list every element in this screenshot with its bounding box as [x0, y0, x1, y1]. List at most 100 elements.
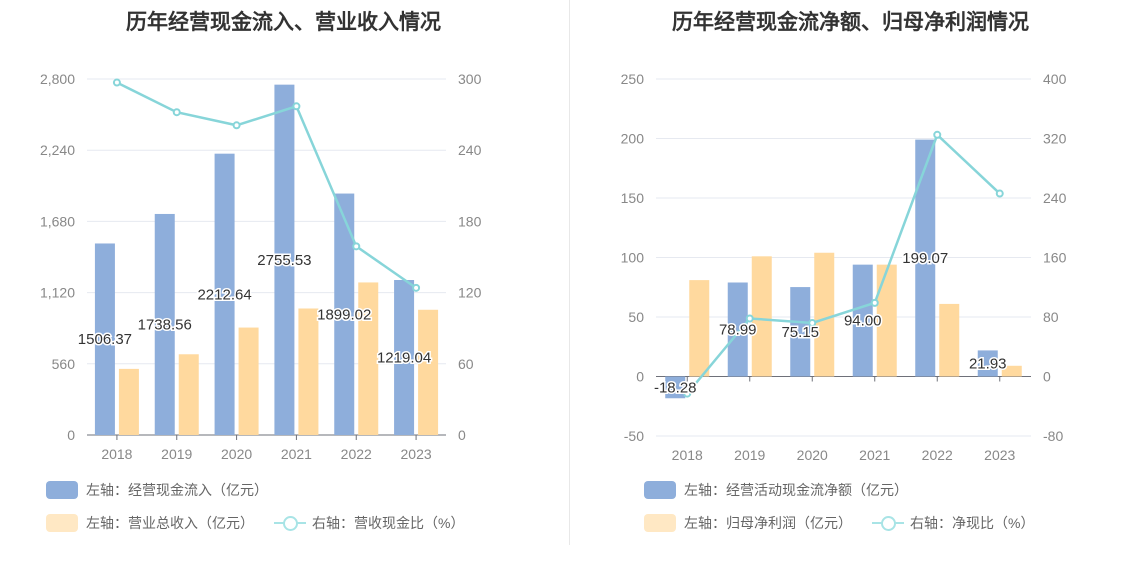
data-label: 2212.64	[197, 286, 251, 303]
line-point	[808, 318, 817, 327]
bar-0	[94, 243, 115, 435]
bar-secondary	[1001, 365, 1022, 377]
y-tick-left: 250	[621, 71, 645, 87]
line-point	[412, 283, 421, 292]
y-tick-right: -80	[1043, 428, 1063, 444]
bar-3	[274, 84, 295, 435]
chart-panel-right: 历年经营现金流净额、归母净利润情况 250 400 200 320 150 240 100 1…	[567, 0, 1134, 582]
chart-panel-left: 历年经营现金流入、营业收入情况 2,800 300 2,240 240 1,680 180…	[40, 11, 484, 533]
bar-secondary	[814, 252, 835, 377]
legend-item[interactable]: 左轴：营业总收入（亿元）	[46, 513, 254, 533]
line-point	[870, 298, 879, 307]
y-tick-left: 0	[67, 427, 75, 443]
legend-item[interactable]: 右轴：净现比（%）	[872, 513, 1034, 533]
y-tick-left: -50	[624, 428, 644, 444]
legend-line-icon	[274, 514, 306, 532]
bar-secondary	[238, 327, 259, 435]
legend-label: 左轴：经营现金流入（亿元）	[86, 482, 268, 498]
legend-label: 右轴：营收现金比（%）	[312, 515, 465, 531]
legend-item[interactable]: 左轴：归母净利润（亿元）	[644, 513, 852, 533]
y-tick-left: 100	[621, 250, 645, 266]
legend: 左轴：经营现金流入（亿元）	[46, 480, 288, 500]
legend-item[interactable]: 右轴：营收现金比（%）	[274, 513, 464, 533]
bar-5	[394, 280, 415, 435]
x-tick-label: 2023	[984, 447, 1015, 463]
data-label: 94.00	[844, 313, 882, 330]
legend-label: 左轴：归母净利润（亿元）	[684, 515, 852, 531]
line-point	[292, 102, 301, 111]
y-tick-left: 150	[621, 190, 645, 206]
data-label: 1219.04	[377, 350, 431, 367]
y-tick-right: 120	[458, 285, 482, 301]
bar-secondary	[689, 280, 710, 377]
data-label: 199.07	[902, 250, 948, 267]
line-point	[745, 314, 754, 323]
data-label: 75.15	[781, 324, 819, 341]
x-tick-label: 2019	[734, 447, 765, 463]
line-point	[352, 242, 361, 251]
line-point	[933, 130, 942, 139]
y-tick-right: 300	[458, 71, 482, 87]
bar-secondary	[751, 256, 772, 377]
data-label: 78.99	[719, 322, 757, 339]
y-tick-left: 2,240	[40, 142, 75, 158]
x-tick-label: 2019	[161, 446, 192, 462]
x-tick-label: 2022	[922, 447, 953, 463]
y-tick-right: 0	[458, 427, 466, 443]
y-tick-right: 320	[1043, 131, 1067, 147]
legend-swatch-icon	[46, 481, 78, 499]
x-tick-label: 2021	[859, 447, 890, 463]
bar-2	[790, 287, 811, 377]
chart-svg: 250 400 200 320 150 240 100 160 50 80 0 0 -50 -80 2018…	[621, 71, 1067, 463]
bar-secondary	[298, 308, 319, 435]
bar-secondary	[118, 368, 139, 435]
series-line	[686, 132, 1001, 395]
bar-1	[154, 213, 175, 435]
panel-divider	[569, 0, 570, 545]
data-label: 1506.37	[78, 331, 132, 348]
line-point	[995, 189, 1004, 198]
y-tick-right: 80	[1043, 309, 1059, 325]
line-point	[172, 108, 181, 117]
x-tick-label: 2018	[672, 447, 703, 463]
y-tick-left: 50	[628, 309, 644, 325]
bar-5	[977, 350, 998, 377]
line-point	[683, 389, 692, 398]
y-tick-right: 60	[458, 356, 474, 372]
bar-1	[727, 282, 748, 377]
legend-item[interactable]: 左轴：经营活动现金流净额（亿元）	[644, 480, 908, 500]
line-point	[112, 78, 121, 87]
y-tick-right: 400	[1043, 71, 1067, 87]
legend: 左轴：经营活动现金流净额（亿元）	[644, 480, 928, 500]
bar-secondary	[876, 264, 897, 377]
legend-swatch-icon	[644, 481, 676, 499]
legend-label: 左轴：经营活动现金流净额（亿元）	[684, 482, 908, 498]
y-tick-left: 560	[52, 356, 76, 372]
bar-4	[915, 139, 936, 377]
x-tick-label: 2018	[101, 446, 132, 462]
bar-secondary	[418, 309, 439, 435]
x-tick-label: 2021	[281, 446, 312, 462]
y-tick-left: 1,120	[40, 285, 75, 301]
x-tick-label: 2022	[341, 446, 372, 462]
bar-3	[852, 264, 873, 377]
data-label: -18.28	[654, 379, 697, 396]
legend-line-icon	[872, 514, 904, 532]
legend: 左轴：营业总收入（亿元） 右轴：营收现金比（%）	[46, 513, 484, 533]
bar-2	[214, 153, 235, 435]
legend-swatch-icon	[46, 514, 78, 532]
y-tick-right: 180	[458, 213, 482, 229]
chart-svg: 2,800 300 2,240 240 1,680 180 1,120 120 560 60 0 0 2…	[40, 71, 482, 462]
series-line	[116, 81, 417, 289]
legend-swatch-icon	[644, 514, 676, 532]
x-tick-label: 2020	[797, 447, 828, 463]
y-tick-left: 1,680	[40, 213, 75, 229]
legend-item[interactable]: 左轴：经营现金流入（亿元）	[46, 480, 268, 500]
bar-secondary	[939, 303, 960, 377]
bar-secondary	[358, 282, 379, 435]
bar-secondary	[178, 354, 199, 435]
line-point	[232, 121, 241, 130]
y-tick-left: 200	[621, 131, 645, 147]
chart-title: 历年经营现金流入、营业收入情况	[126, 11, 441, 34]
data-label: 1899.02	[317, 306, 371, 323]
